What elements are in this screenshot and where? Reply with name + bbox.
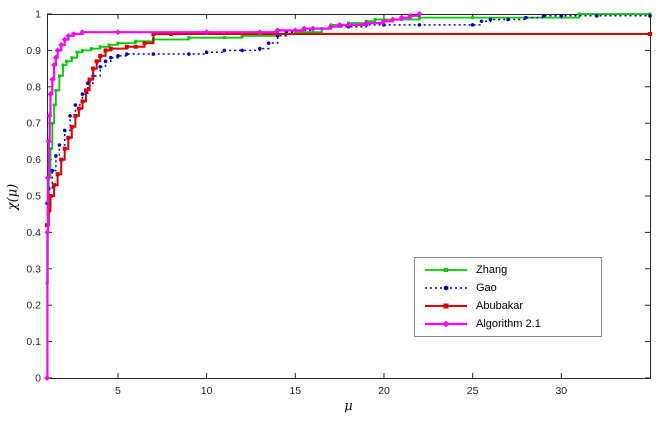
svg-text:0.2: 0.2 xyxy=(26,300,41,312)
x-axis-label: μ xyxy=(344,399,353,414)
legend-item-abubakar: Abubakar xyxy=(415,298,601,315)
svg-text:0.9: 0.9 xyxy=(26,45,41,57)
legend-line-zhang xyxy=(424,264,468,276)
svg-text:0.5: 0.5 xyxy=(26,191,41,203)
svg-text:0.8: 0.8 xyxy=(26,81,41,93)
y-axis-label: χ(μ) xyxy=(5,183,21,211)
svg-text:0.3: 0.3 xyxy=(26,263,41,275)
svg-text:10: 10 xyxy=(201,385,213,397)
svg-text:1: 1 xyxy=(35,9,41,21)
svg-text:0.7: 0.7 xyxy=(26,118,41,130)
svg-text:20: 20 xyxy=(378,385,390,397)
legend-label-algorithm21: Algorithm 2.1 xyxy=(476,318,541,330)
legend-label-abubakar: Abubakar xyxy=(476,300,524,312)
svg-text:5: 5 xyxy=(115,385,121,397)
legend-item-gao: Gao xyxy=(415,280,601,297)
svg-text:25: 25 xyxy=(467,385,479,397)
svg-text:0.6: 0.6 xyxy=(26,154,41,166)
legend: Zhang Gao Abubakar Algorithm 2.1 xyxy=(414,257,602,337)
svg-text:0.4: 0.4 xyxy=(26,227,41,239)
svg-text:15: 15 xyxy=(289,385,301,397)
legend-label-gao: Gao xyxy=(476,282,497,294)
legend-line-algorithm21 xyxy=(424,318,468,330)
svg-text:0: 0 xyxy=(35,373,41,385)
svg-text:0.1: 0.1 xyxy=(26,336,41,348)
legend-line-gao xyxy=(424,282,468,294)
legend-item-algorithm21: Algorithm 2.1 xyxy=(415,316,601,333)
legend-item-zhang: Zhang xyxy=(415,262,601,279)
svg-text:30: 30 xyxy=(555,385,567,397)
legend-label-zhang: Zhang xyxy=(476,264,508,276)
legend-line-abubakar xyxy=(424,300,468,312)
